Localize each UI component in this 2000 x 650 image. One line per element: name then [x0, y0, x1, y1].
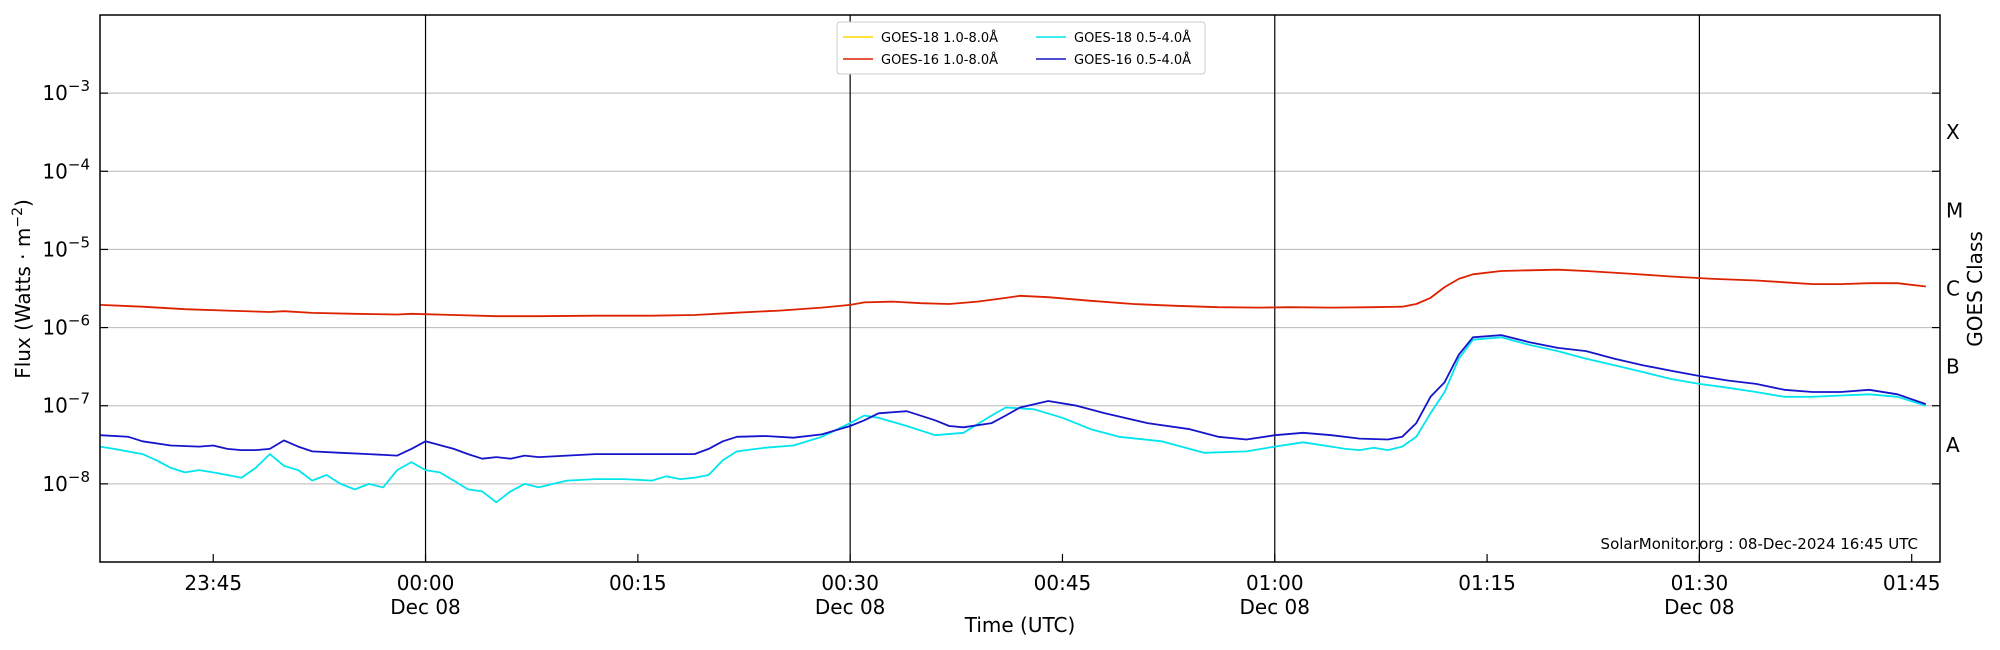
source-annotation: SolarMonitor.org : 08-Dec-2024 16:45 UTC — [1601, 535, 1918, 553]
y-tick-base: 10 — [42, 472, 67, 496]
goes-class-label: X — [1946, 120, 1960, 144]
x-tick-sublabel: Dec 08 — [1240, 595, 1311, 619]
goes-class-label: C — [1946, 277, 1960, 301]
series-lines — [99, 268, 1927, 504]
y-tick-exponent: −5 — [68, 233, 90, 251]
y-tick-base: 10 — [42, 159, 67, 183]
y-tick-exponent: −3 — [68, 77, 90, 95]
series-line — [99, 334, 1927, 460]
y-tick-base: 10 — [42, 394, 67, 418]
y-axis-label-main: Flux (Watts · m — [11, 228, 35, 379]
goes-class-label: A — [1946, 433, 1960, 457]
x-tick-sublabel: Dec 08 — [1664, 595, 1735, 619]
y-tick-label: 10−6 — [42, 312, 90, 340]
y-axis-label: Flux (Watts · m−2) — [10, 199, 35, 379]
y-tick-base: 10 — [42, 81, 67, 105]
y-axis-label-close: ) — [11, 199, 35, 207]
plot-frame — [99, 14, 1941, 563]
y-tick-label: 10−3 — [42, 77, 90, 105]
y-tick-label: 10−5 — [42, 233, 90, 261]
y-tick-exponent: −8 — [68, 468, 90, 486]
x-tick-label: 01:15 — [1458, 571, 1516, 595]
y-tick-base: 10 — [42, 316, 67, 340]
y-tick-label: 10−7 — [42, 390, 90, 418]
y-tick-exponent: −4 — [68, 155, 90, 173]
legend-label-goes16-long: GOES-16 1.0-8.0Å — [881, 52, 998, 68]
y-tick-exponent: −6 — [68, 312, 90, 330]
series-line — [99, 336, 1927, 504]
x-tick-label: 00:15 — [609, 571, 667, 595]
y-tick-label: 10−4 — [42, 155, 90, 183]
legend-label-goes18-long: GOES-18 1.0-8.0Å — [881, 30, 998, 46]
goes-class-label: M — [1946, 198, 1963, 222]
x-tick-label: 00:00 — [397, 571, 455, 595]
y-tick-label: 10−8 — [42, 468, 90, 496]
legend-box — [836, 21, 1206, 75]
x-tick-sublabel: Dec 08 — [815, 595, 886, 619]
series-line — [99, 268, 1926, 318]
legend-label-goes18-short: GOES-18 0.5-4.0Å — [1074, 30, 1191, 46]
legend-label-goes16-short: GOES-16 0.5-4.0Å — [1074, 52, 1191, 68]
x-tick-label: 01:00 — [1246, 571, 1304, 595]
y-tick-exponent: −7 — [68, 390, 90, 408]
x-tick-label: 00:45 — [1034, 571, 1092, 595]
x-tick-label: 01:45 — [1883, 571, 1941, 595]
y-tick-base: 10 — [42, 237, 67, 261]
x-tick-label: 23:45 — [184, 571, 242, 595]
grid — [100, 15, 1940, 562]
x-tick-label: 00:30 — [821, 571, 879, 595]
goes-class-labels: A B C M X — [1946, 120, 1963, 457]
x-axis-label: Time (UTC) — [964, 613, 1076, 637]
x-tick-label: 01:30 — [1671, 571, 1729, 595]
goes-class-label: B — [1946, 355, 1960, 379]
legend: GOES-18 1.0-8.0Å GOES-16 1.0-8.0Å GOES-1… — [836, 21, 1206, 75]
x-tick-sublabel: Dec 08 — [390, 595, 461, 619]
right-axis-label: GOES Class — [1963, 231, 1987, 347]
y-axis-label-superscript: −2 — [10, 207, 26, 228]
